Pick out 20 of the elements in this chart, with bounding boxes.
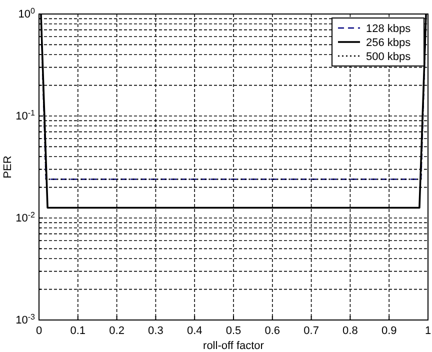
x-tick-label: 0.9 bbox=[381, 324, 397, 337]
x-tick-label: 0.2 bbox=[109, 324, 124, 337]
y-tick-label: 10$^{-3}$ bbox=[16, 312, 36, 327]
x-tick-label: 0.3 bbox=[148, 324, 164, 337]
y-tick-label: 10$^{-2}$ bbox=[16, 210, 36, 225]
x-tick-label: 0.1 bbox=[70, 324, 86, 337]
x-tick-label: 1 bbox=[424, 324, 432, 337]
legend-label: 500 kbps bbox=[366, 51, 412, 63]
x-tick-label: 0.4 bbox=[186, 324, 202, 337]
y-tick-label: 10$^{0}$ bbox=[18, 6, 36, 21]
x-tick-label: 0.7 bbox=[304, 324, 319, 337]
y-axis-title: PER bbox=[2, 156, 14, 178]
legend-label: 128 kbps bbox=[366, 23, 412, 35]
x-tick-label: 0.5 bbox=[226, 324, 242, 337]
legend-label: 256 kbps bbox=[366, 37, 412, 49]
x-tick-label: 0.6 bbox=[264, 324, 280, 337]
x-tick-label: 0 bbox=[36, 324, 42, 337]
y-tick-label: 10$^{-1}$ bbox=[16, 108, 36, 123]
x-tick-label: 0.8 bbox=[342, 324, 358, 337]
x-axis-title: roll-off factor bbox=[203, 340, 264, 352]
